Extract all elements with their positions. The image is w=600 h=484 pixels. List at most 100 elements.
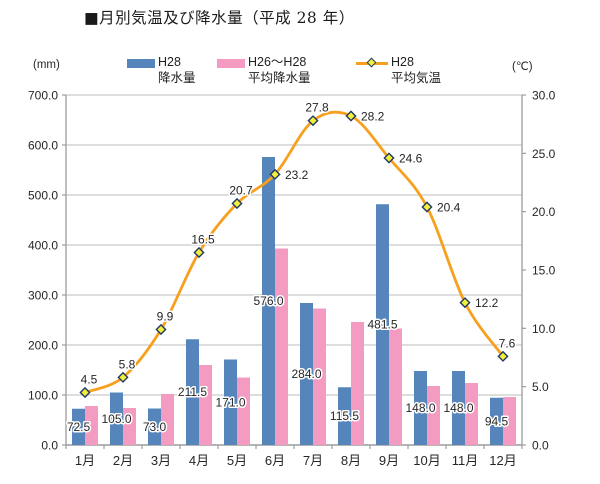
bar-label-12月: 94.5: [485, 414, 509, 428]
temp-label-7月: 27.8: [305, 101, 329, 115]
bar-label-5月: 171.0: [215, 395, 245, 409]
h28-precip-swatch: [127, 59, 155, 68]
bar-avg-3月: [161, 394, 174, 445]
left-axis-unit: (mm): [33, 59, 60, 71]
temp-label-1月: 4.5: [81, 373, 98, 387]
avg-precip-swatch: [217, 59, 245, 68]
temp-marker-1月: [79, 386, 91, 399]
bar-avg-10月: [427, 386, 440, 445]
left-axis-tick-label: 0.0: [41, 439, 58, 453]
bar-h28-7月: [300, 303, 313, 445]
bar-avg-9月: [389, 328, 402, 445]
left-axis-tick-label: 100.0: [28, 389, 58, 403]
bar-label-8月: 115.5: [330, 409, 359, 423]
left-axis-tick-label: 600.0: [28, 139, 58, 153]
bar-avg-6月: [275, 248, 288, 445]
bar-label-3月: 73.0: [143, 420, 167, 434]
legend-label: H28 平均気温: [391, 55, 442, 85]
x-axis-label: 2月: [113, 453, 133, 468]
bar-label-6月: 576.0: [253, 294, 283, 308]
bar-avg-8月: [351, 322, 364, 445]
left-axis-tick-label: 500.0: [28, 189, 58, 203]
bar-h28-4月: [186, 339, 199, 445]
bar-label-1月: 72.5: [67, 420, 91, 434]
temp-label-12月: 7.6: [499, 336, 516, 350]
legend-item-h28-precip: H28 降水量: [127, 55, 196, 86]
left-axis-tick-label: 200.0: [28, 339, 58, 353]
bar-avg-5月: [237, 377, 250, 445]
temp-label-6月: 23.2: [285, 168, 309, 182]
left-axis-tick-label: 300.0: [28, 289, 58, 303]
temp-label-11月: 12.2: [475, 296, 499, 310]
temp-marker-9月: [383, 152, 395, 164]
x-axis-label: 1月: [75, 453, 95, 468]
bar-avg-12月: [503, 397, 516, 445]
bar-label-7月: 284.0: [291, 367, 321, 381]
bar-h28-2月: [110, 392, 123, 445]
bar-h28-1月: [72, 408, 85, 445]
legend-item-avg-precip: H26～H28 平均降水量: [217, 55, 311, 86]
bar-avg-11月: [465, 383, 478, 445]
x-axis-label: 8月: [341, 453, 361, 468]
temp-marker-5月: [231, 197, 243, 210]
bar-h28-11月: [452, 371, 465, 445]
right-axis-tick-label: 0.0: [532, 439, 549, 453]
legend-item-avg-temp: H28 平均気温: [356, 55, 441, 86]
temp-marker-4月: [193, 246, 205, 259]
x-axis-label: 4月: [189, 453, 209, 468]
temp-label-2月: 5.8: [119, 357, 136, 371]
temp-label-3月: 9.9: [157, 310, 174, 324]
x-axis-label: 6月: [265, 453, 285, 468]
x-axis-label: 3月: [151, 453, 171, 468]
bar-avg-4月: [199, 365, 212, 445]
chart-title: ■月別気温及び降水量（平成 28 年）: [84, 9, 355, 27]
temp-marker-2月: [117, 371, 129, 383]
avg-temp-swatch: [356, 57, 388, 69]
x-axis-label: 7月: [303, 453, 323, 468]
legend-label: H26～H28 平均降水量: [248, 55, 311, 85]
right-axis-tick-label: 25.0: [532, 147, 556, 161]
bar-h28-3月: [148, 408, 161, 445]
left-axis-tick-label: 700.0: [28, 89, 58, 103]
temp-label-5月: 20.7: [229, 184, 253, 198]
temp-marker-10月: [421, 201, 433, 213]
bar-h28-6月: [262, 157, 275, 445]
right-axis-tick-label: 20.0: [532, 205, 556, 219]
bar-label-2月: 105.0: [101, 412, 131, 426]
temp-marker-12月: [497, 350, 509, 362]
x-axis-label: 10月: [413, 453, 440, 468]
bar-h28-12月: [490, 397, 503, 445]
bar-label-4月: 211.5: [178, 385, 207, 399]
bar-h28-9月: [376, 204, 389, 445]
right-axis-unit: (℃): [512, 61, 533, 73]
bar-h28-5月: [224, 359, 237, 445]
temp-line: [83, 110, 505, 394]
temp-marker-7月: [307, 115, 319, 127]
x-axis-label: 11月: [452, 453, 479, 468]
bar-label-11月: 148.0: [443, 401, 473, 415]
temp-marker-8月: [345, 110, 357, 122]
bar-h28-10月: [414, 371, 427, 445]
x-axis-label: 12月: [489, 453, 516, 468]
bar-label-10月: 148.0: [405, 401, 435, 415]
bar-avg-2月: [123, 408, 136, 445]
temp-marker-11月: [459, 297, 471, 309]
bar-label-9月: 481.5: [367, 318, 397, 332]
bar-avg-7月: [313, 308, 326, 445]
left-axis-tick-label: 400.0: [28, 239, 58, 253]
right-axis-tick-label: 5.0: [532, 380, 549, 394]
x-axis-label: 5月: [227, 453, 247, 468]
legend-label: H28 降水量: [158, 55, 196, 85]
temp-label-8月: 28.2: [361, 110, 385, 124]
bar-h28-8月: [338, 387, 351, 445]
right-axis-tick-label: 10.0: [532, 322, 556, 336]
temp-marker-3月: [155, 323, 167, 336]
temp-label-10月: 20.4: [437, 201, 461, 215]
x-axis-label: 9月: [379, 453, 399, 468]
temp-label-9月: 24.6: [399, 152, 423, 166]
temp-label-4月: 16.5: [191, 233, 215, 247]
temp-marker-6月: [269, 168, 281, 180]
right-axis-tick-label: 15.0: [532, 264, 556, 278]
